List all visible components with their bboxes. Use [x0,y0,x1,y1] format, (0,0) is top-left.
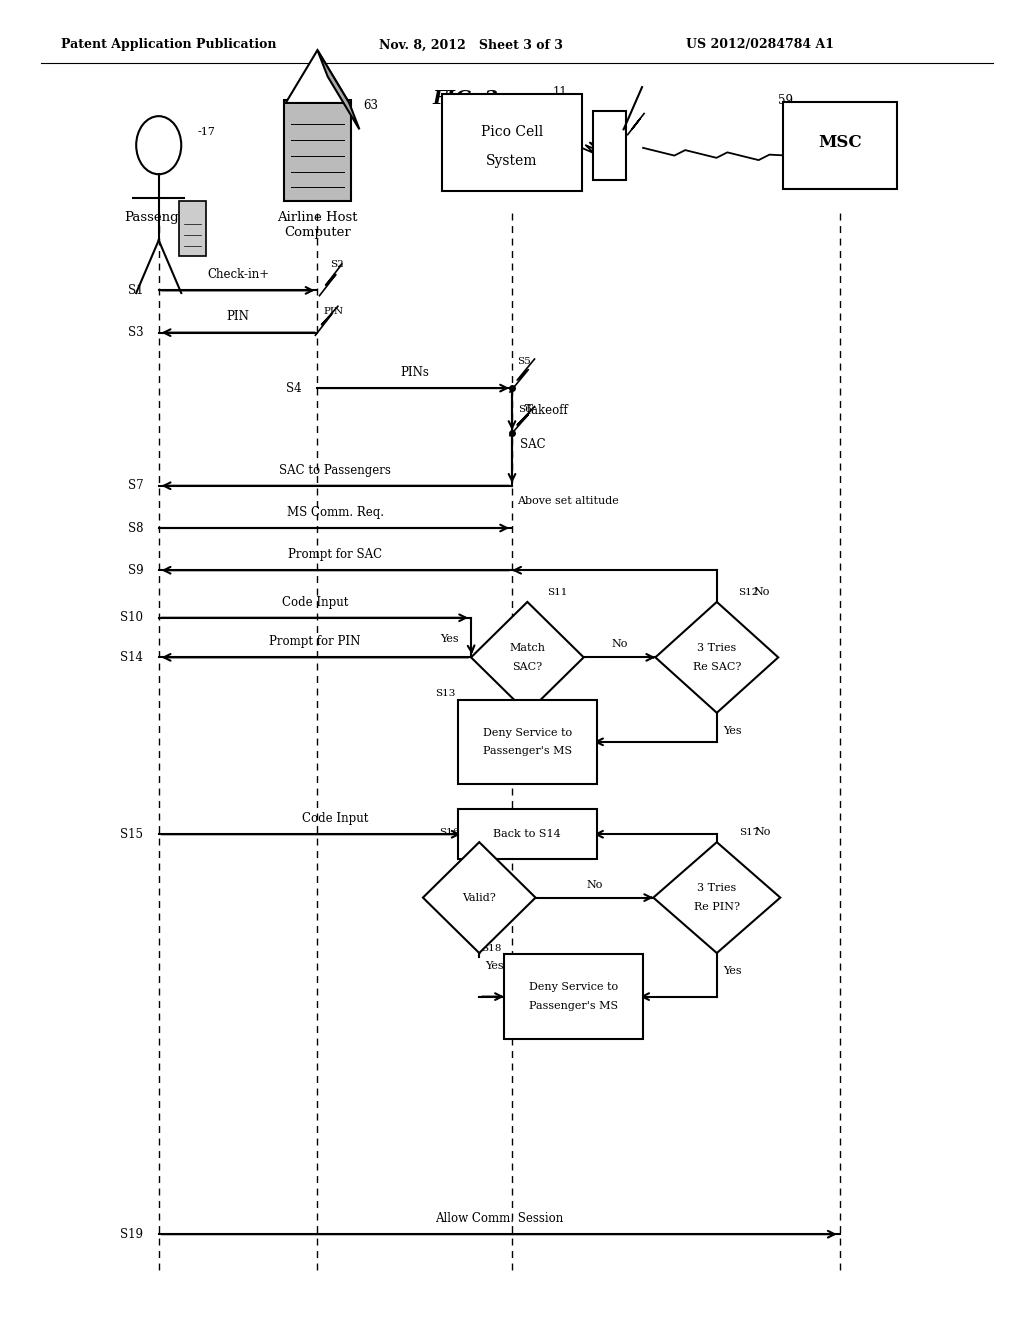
FancyBboxPatch shape [179,201,206,256]
Text: US 2012/0284784 A1: US 2012/0284784 A1 [686,38,835,51]
Text: Deny Service to: Deny Service to [482,727,572,738]
Polygon shape [655,602,778,713]
Text: Code Input: Code Input [282,595,348,609]
Text: S5: S5 [517,358,530,367]
Text: S19: S19 [121,1228,143,1241]
Text: Prompt for SAC: Prompt for SAC [289,548,382,561]
Text: SAC?: SAC? [512,661,543,672]
Text: S4: S4 [287,381,302,395]
Text: S8: S8 [128,521,143,535]
Text: Deny Service to: Deny Service to [528,982,618,993]
FancyBboxPatch shape [458,809,597,859]
Text: Above set altitude: Above set altitude [517,496,618,507]
Text: S6: S6 [518,405,531,414]
Text: S15: S15 [121,828,143,841]
Text: S16: S16 [439,828,460,837]
Text: S10: S10 [121,611,143,624]
Text: No: No [587,879,602,890]
FancyBboxPatch shape [284,100,351,201]
Text: Takeoff: Takeoff [525,404,569,417]
Text: System: System [486,154,538,168]
Text: PIN: PIN [324,308,344,317]
Text: Prompt for PIN: Prompt for PIN [269,635,360,648]
Text: Match: Match [509,643,546,653]
Text: S11: S11 [547,587,567,597]
FancyBboxPatch shape [593,111,626,180]
Polygon shape [471,602,584,713]
Text: Allow Comm. Session: Allow Comm. Session [435,1212,563,1225]
Text: Pico Cell: Pico Cell [481,125,543,139]
Text: Yes: Yes [723,966,741,977]
Polygon shape [653,842,780,953]
Polygon shape [423,842,536,953]
FancyBboxPatch shape [504,954,643,1039]
Polygon shape [286,50,349,103]
Text: PINs: PINs [400,366,429,379]
FancyBboxPatch shape [783,102,897,189]
Text: S14: S14 [121,651,143,664]
Text: Code Input: Code Input [302,812,369,825]
Text: Re SAC?: Re SAC? [692,661,741,672]
Circle shape [136,116,181,174]
Text: No: No [755,826,771,837]
Text: S9: S9 [128,564,143,577]
Text: MSC: MSC [818,135,861,150]
Text: S12: S12 [738,587,759,597]
Text: SAC to Passengers: SAC to Passengers [280,463,391,477]
Text: MS Comm. Req.: MS Comm. Req. [287,506,384,519]
Text: Back to S14: Back to S14 [494,829,561,840]
Text: Yes: Yes [723,726,741,737]
Text: 3 Tries: 3 Tries [697,643,736,653]
Text: 59: 59 [778,94,794,107]
Text: Re PIN?: Re PIN? [694,902,739,912]
Text: Yes: Yes [485,961,504,972]
Text: Check-in+: Check-in+ [207,268,269,281]
Polygon shape [317,50,359,129]
Text: Passenger's MS: Passenger's MS [528,1001,618,1011]
Text: Passenger's MS: Passenger's MS [482,746,572,756]
Text: 3 Tries: 3 Tries [697,883,736,894]
Text: -17: -17 [198,127,215,137]
Text: Passenger: Passenger [124,211,194,224]
Text: S3: S3 [128,326,143,339]
FancyBboxPatch shape [458,700,597,784]
Text: Patent Application Publication: Patent Application Publication [61,38,276,51]
Text: 11: 11 [553,86,567,99]
Text: Yes: Yes [440,634,459,644]
Text: Airline Host
Computer: Airline Host Computer [278,211,357,239]
Text: S13: S13 [435,689,456,698]
Text: S18: S18 [481,944,502,953]
Text: Nov. 8, 2012   Sheet 3 of 3: Nov. 8, 2012 Sheet 3 of 3 [379,38,563,51]
Text: Valid?: Valid? [463,892,496,903]
Text: S7: S7 [128,479,143,492]
Text: S2: S2 [330,260,343,269]
Text: No: No [611,639,628,649]
Text: No: No [754,586,770,597]
FancyBboxPatch shape [442,94,582,191]
Text: SAC: SAC [520,438,546,451]
Text: PIN: PIN [226,310,250,323]
Text: S17: S17 [739,828,760,837]
Text: S1: S1 [128,284,143,297]
Text: 63: 63 [364,99,379,112]
Text: FIG. 3: FIG. 3 [433,90,499,108]
